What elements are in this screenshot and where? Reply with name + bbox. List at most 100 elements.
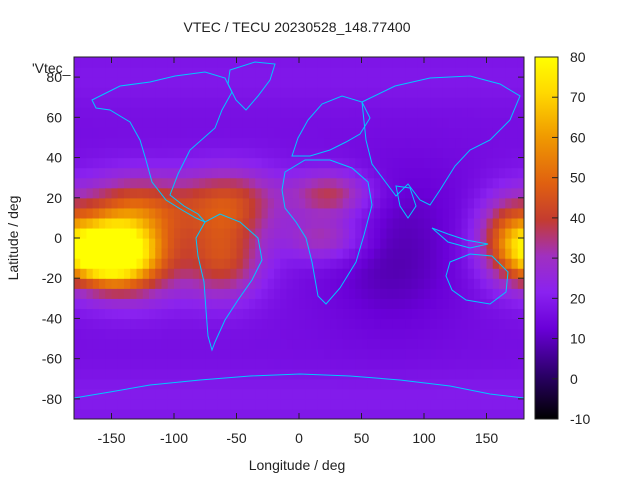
heatmap-cell: [242, 117, 250, 128]
heatmap-cell: [305, 157, 313, 169]
heatmap-cell: [217, 328, 225, 340]
heatmap-cell: [330, 408, 338, 419]
heatmap-cell: [174, 97, 181, 108]
heatmap-cell: [474, 207, 481, 219]
heatmap-cell: [474, 348, 481, 360]
heatmap-cell: [186, 157, 194, 169]
heatmap-cell: [499, 338, 506, 350]
heatmap-cell: [205, 87, 213, 98]
heatmap-cell: [211, 358, 219, 370]
heatmap-cell: [186, 288, 194, 299]
heatmap-cell: [142, 348, 150, 360]
heatmap-cell: [261, 87, 269, 98]
heatmap-cell: [280, 137, 288, 149]
heatmap-cell: [436, 207, 444, 219]
heatmap-cell: [461, 157, 469, 169]
heatmap-cell: [436, 167, 444, 179]
heatmap-cell: [324, 57, 331, 68]
heatmap-cell: [130, 127, 138, 139]
heatmap-cell: [242, 127, 250, 139]
heatmap-cell: [399, 288, 406, 299]
heatmap-cell: [99, 338, 106, 350]
heatmap-cell: [467, 57, 475, 68]
heatmap-cell: [486, 147, 494, 159]
heatmap-cell: [330, 318, 338, 330]
heatmap-cell: [130, 217, 138, 229]
heatmap-cell: [330, 187, 338, 199]
heatmap-cell: [167, 127, 175, 139]
heatmap-cell: [205, 167, 213, 179]
heatmap-cell: [299, 127, 306, 139]
heatmap-cell: [180, 217, 188, 229]
heatmap-cell: [92, 248, 100, 259]
heatmap-cell: [492, 388, 500, 400]
heatmap-cell: [217, 358, 225, 370]
heatmap-cell: [311, 258, 319, 269]
heatmap-cell: [124, 408, 131, 419]
heatmap-cell: [330, 258, 338, 269]
heatmap-cell: [361, 57, 369, 68]
heatmap-cell: [355, 207, 363, 219]
x-tick-label: -100: [160, 430, 188, 446]
heatmap-cell: [155, 127, 163, 139]
x-tick-label: -50: [226, 430, 246, 446]
heatmap-cell: [411, 248, 419, 259]
heatmap-cell: [349, 147, 356, 159]
heatmap-cell: [199, 107, 206, 118]
heatmap-cell: [124, 298, 131, 309]
heatmap-cell: [255, 278, 263, 289]
heatmap-cell: [199, 177, 206, 189]
heatmap-cell: [199, 227, 206, 239]
heatmap-cell: [417, 348, 425, 360]
heatmap-cell: [92, 268, 100, 279]
heatmap-cell: [136, 398, 144, 410]
heatmap-cell: [430, 207, 438, 219]
heatmap-cell: [455, 77, 463, 88]
heatmap-cell: [217, 187, 225, 199]
heatmap-cell: [317, 107, 325, 118]
y-tick-label: -60: [42, 351, 62, 367]
heatmap-cell: [199, 308, 206, 320]
heatmap-cell: [124, 137, 131, 149]
heatmap-cell: [505, 107, 513, 118]
heatmap-cell: [411, 147, 419, 159]
heatmap-cell: [305, 217, 313, 229]
heatmap-cell: [349, 117, 356, 128]
heatmap-cell: [511, 288, 519, 299]
heatmap-cell: [142, 117, 150, 128]
heatmap-cell: [330, 77, 338, 88]
heatmap-cell: [424, 177, 431, 189]
heatmap-cell: [355, 107, 363, 118]
heatmap-cell: [261, 207, 269, 219]
heatmap-cell: [336, 278, 344, 289]
heatmap-cell: [349, 177, 356, 189]
heatmap-cell: [161, 378, 169, 390]
heatmap-cell: [136, 147, 144, 159]
heatmap-cell: [342, 197, 350, 209]
heatmap-cell: [161, 398, 169, 410]
heatmap-cell: [386, 298, 394, 309]
heatmap-cell: [111, 127, 119, 139]
heatmap-cell: [111, 197, 119, 209]
heatmap-cell: [180, 378, 188, 390]
heatmap-cell: [274, 408, 281, 419]
heatmap-cell: [480, 157, 488, 169]
heatmap-cell: [511, 318, 519, 330]
heatmap-cell: [274, 217, 281, 229]
heatmap-cell: [386, 67, 394, 78]
heatmap-cell: [261, 57, 269, 68]
heatmap-cell: [286, 127, 294, 139]
heatmap-cell: [155, 97, 163, 108]
heatmap-cell: [324, 238, 331, 249]
heatmap-cell: [249, 358, 256, 370]
heatmap-cell: [267, 97, 275, 108]
heatmap-cell: [167, 238, 175, 249]
heatmap-cell: [286, 388, 294, 400]
heatmap-cell: [492, 67, 500, 78]
heatmap-cell: [499, 238, 506, 249]
heatmap-cell: [517, 197, 524, 209]
heatmap-cell: [74, 57, 81, 68]
heatmap-cell: [236, 288, 244, 299]
heatmap-cell: [274, 167, 281, 179]
heatmap-cell: [292, 147, 300, 159]
